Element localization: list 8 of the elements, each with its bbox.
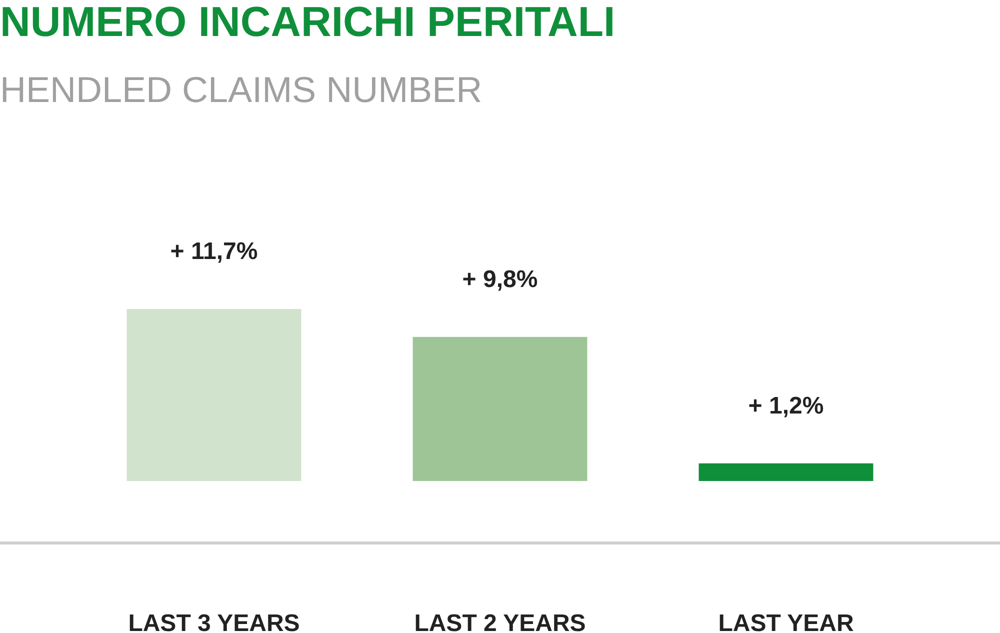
data-label: + 9,8% (462, 266, 538, 293)
data-label: + 11,7% (170, 238, 258, 265)
x-tick-label: LAST 3 YEARS (128, 610, 300, 633)
x-tick-label: LAST 2 YEARS (414, 610, 586, 633)
chart-title: NUMERO INCARICHI PERITALI (0, 0, 616, 45)
chart-subtitle: HENDLED CLAIMS NUMBER (0, 69, 482, 110)
x-tick-label: LAST YEAR (718, 610, 854, 633)
data-label: + 1,2% (748, 392, 824, 420)
